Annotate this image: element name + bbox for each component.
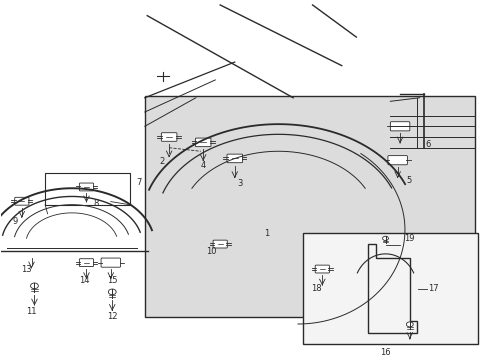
Text: 6: 6 (425, 140, 430, 149)
Text: 18: 18 (310, 284, 321, 293)
Bar (302, 233, 477, 344)
Bar (144, 96, 474, 317)
Text: 8: 8 (93, 198, 99, 207)
Text: 10: 10 (206, 247, 216, 256)
FancyBboxPatch shape (387, 156, 407, 165)
Bar (45, 173, 130, 205)
Text: 5: 5 (406, 176, 410, 185)
FancyBboxPatch shape (226, 154, 242, 163)
Circle shape (382, 236, 387, 240)
Text: 2: 2 (159, 157, 164, 166)
Text: 7: 7 (136, 178, 141, 187)
Text: 19: 19 (403, 234, 414, 243)
FancyBboxPatch shape (15, 197, 29, 205)
Circle shape (30, 283, 38, 289)
FancyBboxPatch shape (79, 183, 93, 191)
Text: 16: 16 (379, 348, 390, 357)
Text: 4: 4 (200, 161, 205, 170)
FancyBboxPatch shape (161, 133, 177, 141)
Text: 11: 11 (26, 307, 37, 316)
Text: 15: 15 (107, 276, 117, 285)
Circle shape (108, 289, 116, 295)
FancyBboxPatch shape (213, 240, 227, 248)
Text: 3: 3 (237, 179, 242, 188)
FancyBboxPatch shape (315, 265, 329, 273)
Text: 12: 12 (107, 312, 117, 321)
FancyBboxPatch shape (79, 259, 93, 266)
Text: 17: 17 (427, 284, 438, 293)
FancyBboxPatch shape (195, 138, 210, 147)
Text: 13: 13 (21, 265, 32, 274)
Text: 1: 1 (263, 229, 268, 238)
Text: 9: 9 (12, 217, 18, 226)
Circle shape (406, 322, 412, 327)
FancyBboxPatch shape (389, 122, 409, 131)
Text: 14: 14 (79, 276, 89, 285)
FancyBboxPatch shape (101, 258, 120, 267)
